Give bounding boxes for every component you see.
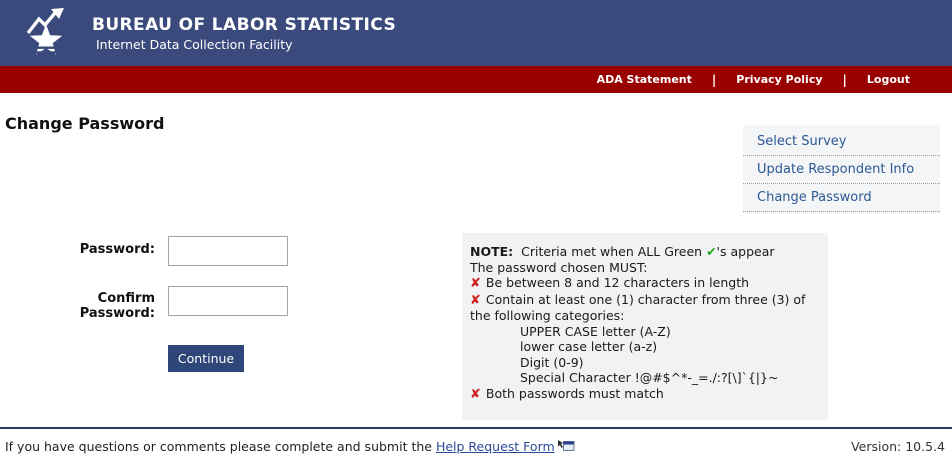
password-label: Password: — [79, 242, 155, 257]
sidebar: Select Survey Update Respondent Info Cha… — [743, 125, 940, 213]
category-lowercase: lower case letter (a-z) — [520, 339, 658, 354]
criteria-item-match: ✘ Both passwords must match — [470, 385, 664, 402]
note-must-line: The password chosen MUST: — [470, 259, 648, 275]
nav-logout[interactable]: Logout — [866, 73, 910, 86]
confirm-password-label: Confirm Password: — [79, 291, 155, 321]
criteria-item-categories: ✘ Contain at least one (1) character from… — [470, 291, 806, 324]
page-title: Change Password — [5, 114, 165, 133]
nav-ada-statement[interactable]: ADA Statement — [596, 73, 692, 86]
criteria-item-length: ✘ Be between 8 and 12 characters in lengt… — [470, 275, 750, 291]
note-intro-line: NOTE: Criteria met when ALL Green ✔'s ap… — [470, 244, 775, 259]
sidebar-item-change-password[interactable]: Change Password — [743, 184, 940, 212]
note-heading: NOTE: — [470, 244, 514, 259]
red-x-icon: ✘ — [470, 292, 481, 308]
header-subtitle: Internet Data Collection Facility — [96, 36, 293, 52]
confirm-password-input[interactable] — [168, 286, 288, 316]
footer-divider — [0, 427, 952, 429]
nav-separator: | — [711, 72, 717, 87]
nav-separator: | — [842, 72, 847, 87]
sidebar-item-select-survey[interactable]: Select Survey — [743, 128, 940, 156]
new-window-icon — [557, 439, 575, 455]
sidebar-item-update-respondent-info[interactable]: Update Respondent Info — [743, 156, 940, 184]
header: BUREAU OF LABOR STATISTICS Internet Data… — [0, 0, 952, 66]
password-input[interactable] — [168, 236, 288, 266]
star-shape — [29, 24, 63, 55]
nav-privacy-policy[interactable]: Privacy Policy — [736, 73, 823, 86]
utility-nav: ADA Statement | Privacy Policy | Logout — [0, 66, 952, 93]
green-check-icon: ✔ — [706, 244, 717, 259]
category-digit: Digit (0-9) — [520, 354, 584, 370]
password-criteria-note: NOTE: Criteria met when ALL Green ✔'s ap… — [462, 233, 828, 420]
category-uppercase: UPPER CASE letter (A-Z) — [520, 323, 671, 339]
org-name: BUREAU OF LABOR STATISTICS — [92, 14, 397, 35]
continue-button[interactable]: Continue — [168, 345, 244, 372]
header-titles: BUREAU OF LABOR STATISTICS Internet Data… — [92, 15, 396, 52]
category-special: Special Character !@#$^*-_=./:?[\]`{|}~ — [520, 370, 779, 385]
help-request-form-link[interactable]: Help Request Form — [436, 439, 575, 454]
version-label: Version: 10.5.4 — [851, 439, 945, 454]
red-x-icon: ✘ — [470, 386, 481, 402]
bls-star-logo-icon — [24, 6, 86, 62]
red-x-icon: ✘ — [470, 276, 481, 291]
footer-help-text: If you have questions or comments please… — [5, 439, 575, 455]
